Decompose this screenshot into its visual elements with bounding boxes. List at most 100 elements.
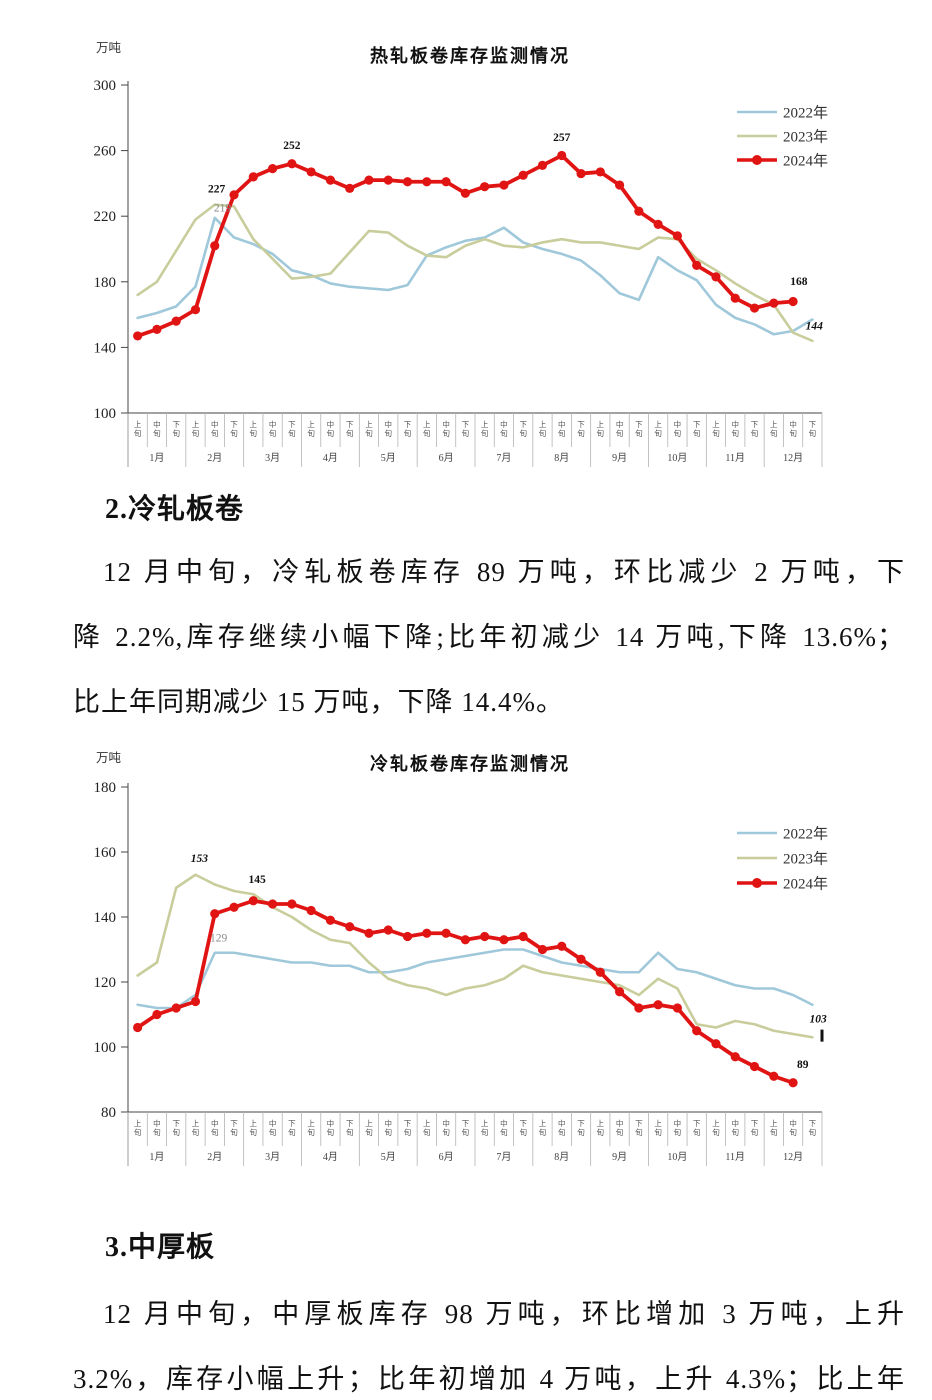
- x-month-label: 8月: [554, 1151, 569, 1163]
- series-point-2024年: [383, 925, 393, 935]
- section3-paragraph-line1: 12 月中旬，中厚板库存 98 万吨，环比增加 3 万吨，上升: [103, 1299, 905, 1329]
- series-point-2024年: [267, 164, 278, 174]
- x-period-label: 下旬: [693, 1119, 701, 1137]
- x-period-label: 中旬: [385, 419, 393, 438]
- x-period-label: 中旬: [674, 419, 682, 438]
- x-period-label: 上旬: [423, 1119, 431, 1137]
- series-point-2024年: [634, 1003, 644, 1013]
- section2-paragraph-line1: 12 月中旬，冷轧板卷库存 89 万吨，环比减少 2 万吨，下: [103, 557, 905, 587]
- x-period-label: 下旬: [577, 1119, 585, 1137]
- x-period-label: 上旬: [481, 420, 489, 438]
- x-month-label: 11月: [725, 1151, 745, 1163]
- series-point-2024年: [190, 996, 201, 1007]
- series-point-2024年: [383, 175, 393, 185]
- x-period-label: 下旬: [230, 420, 238, 438]
- x-month-label: 10月: [667, 1151, 687, 1163]
- data-label: 168: [790, 276, 808, 288]
- series-point-2024年: [287, 159, 297, 169]
- data-label: 153: [191, 853, 209, 865]
- x-period-label: 下旬: [346, 1119, 354, 1137]
- chart-title: 冷轧板卷库存监测情况: [370, 753, 570, 774]
- series-point-2024年: [422, 928, 432, 938]
- x-period-label: 下旬: [809, 1119, 817, 1137]
- series-point-2024年: [557, 941, 567, 951]
- section3-heading: 3.中厚板: [105, 1232, 216, 1263]
- x-period-label: 中旬: [674, 1118, 682, 1137]
- series-point-2024年: [518, 931, 528, 942]
- x-month-label: 6月: [439, 1151, 454, 1163]
- series-point-2024年: [711, 272, 721, 282]
- x-period-label: 中旬: [789, 419, 797, 438]
- series-point-2024年: [576, 954, 586, 964]
- x-period-label: 上旬: [423, 420, 431, 438]
- x-period-label: 上旬: [654, 1119, 662, 1137]
- series-point-2024年: [364, 175, 374, 185]
- series-line-2022年: [136, 216, 814, 336]
- y-tick-label: 120: [94, 975, 117, 991]
- x-period-label: 中旬: [616, 419, 624, 438]
- x-period-label: 上旬: [365, 1119, 373, 1137]
- x-period-label: 上旬: [654, 420, 662, 438]
- series-point-2024年: [171, 1003, 181, 1013]
- series-point-2024年: [537, 944, 548, 955]
- x-month-label: 9月: [612, 452, 627, 464]
- y-tick-label: 160: [94, 845, 117, 861]
- legend-label-2022年: 2022年: [783, 105, 828, 122]
- series-point-2024年: [692, 1026, 702, 1036]
- x-month-label: 3月: [265, 452, 280, 464]
- series-point-2024年: [576, 168, 586, 179]
- series-point-2024年: [248, 172, 258, 182]
- series-point-2024年: [306, 905, 316, 916]
- x-period-label: 上旬: [539, 1119, 547, 1137]
- x-period-label: 下旬: [519, 420, 527, 438]
- x-period-label: 下旬: [462, 1119, 470, 1137]
- x-period-label: 上旬: [481, 1119, 489, 1137]
- data-label: 252: [283, 140, 301, 152]
- y-tick-label: 100: [94, 1040, 117, 1056]
- series-point-2024年: [614, 987, 625, 997]
- series-point-2024年: [653, 1000, 663, 1010]
- series-point-2024年: [769, 298, 779, 308]
- x-period-label: 中旬: [442, 419, 450, 438]
- x-period-label: 上旬: [192, 1119, 200, 1137]
- data-label: 103: [810, 1014, 828, 1026]
- x-month-label: 9月: [612, 1151, 627, 1163]
- legend-marker-2024年: [752, 878, 762, 888]
- x-period-label: 上旬: [307, 420, 315, 438]
- series-point-2024年: [749, 1061, 760, 1072]
- series-line-2022年: [136, 948, 814, 1010]
- series-point-2024年: [441, 177, 451, 187]
- x-period-label: 下旬: [635, 420, 643, 438]
- x-period-label: 下旬: [462, 420, 470, 438]
- x-period-label: 上旬: [770, 1119, 778, 1137]
- y-tick-label: 180: [94, 275, 117, 291]
- x-period-label: 上旬: [712, 1119, 720, 1137]
- x-period-label: 下旬: [693, 420, 701, 438]
- series-point-2024年: [345, 922, 355, 932]
- series-line-2023年: [136, 873, 814, 1039]
- series-point-2024年: [402, 931, 413, 942]
- series-point-2024年: [614, 180, 625, 190]
- data-label: 257: [553, 132, 571, 144]
- series-point-2024年: [672, 1003, 683, 1013]
- x-period-label: 下旬: [809, 420, 817, 438]
- y-axis-unit-label: 万吨: [96, 751, 122, 765]
- series-point-2024年: [557, 150, 567, 161]
- x-month-label: 2月: [207, 452, 222, 464]
- section3-paragraph-line2: 3.2%，库存小幅上升；比年初增加 4 万吨，上升 4.3%；比上年: [73, 1364, 905, 1394]
- data-label: 129: [210, 932, 228, 944]
- series-point-2024年: [441, 928, 451, 938]
- x-month-label: 2月: [207, 1151, 222, 1163]
- x-period-label: 中旬: [153, 1118, 161, 1137]
- x-period-label: 下旬: [404, 420, 412, 438]
- series-point-2024年: [518, 170, 528, 180]
- x-period-label: 下旬: [230, 1119, 238, 1137]
- data-label: 144: [806, 320, 824, 332]
- y-tick-label: 180: [94, 780, 117, 796]
- data-label: 89: [797, 1059, 809, 1071]
- y-tick-label: 300: [94, 78, 117, 94]
- legend-marker-2024年: [752, 155, 762, 165]
- x-period-label: 下旬: [288, 1119, 296, 1137]
- y-tick-label: 140: [94, 910, 117, 926]
- series-point-2024年: [402, 177, 413, 187]
